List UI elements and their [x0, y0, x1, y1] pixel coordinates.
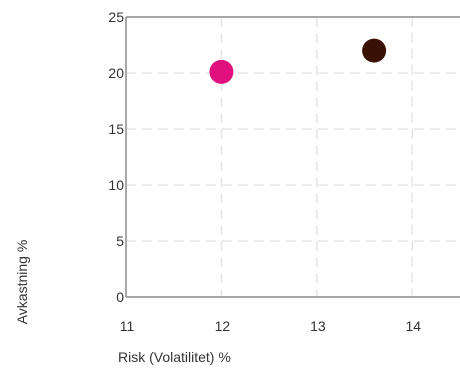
data-point-1 — [209, 59, 234, 84]
x-tick-label: 14 — [405, 318, 421, 334]
y-tick-label: 5 — [116, 233, 124, 249]
y-tick-label: 0 — [116, 289, 124, 305]
x-tick-label: 11 — [120, 318, 135, 334]
axes — [125, 16, 460, 298]
y-tick-label: 25 — [108, 9, 124, 25]
y-tick-label: 20 — [108, 65, 124, 81]
x-tick-label: 12 — [215, 318, 231, 334]
grid-lines — [126, 17, 460, 297]
y-axis-title: Avkastning % — [14, 240, 30, 325]
x-tick-label: 13 — [310, 318, 326, 334]
tick-labels: 0 5 10 15 20 25 11 12 13 14 — [108, 9, 421, 334]
data-point-2 — [362, 38, 387, 63]
x-axis-title: Risk (Volatilitet) % — [118, 349, 231, 365]
y-tick-label: 10 — [108, 177, 124, 193]
data-points — [209, 38, 387, 84]
y-tick-label: 15 — [108, 121, 124, 137]
